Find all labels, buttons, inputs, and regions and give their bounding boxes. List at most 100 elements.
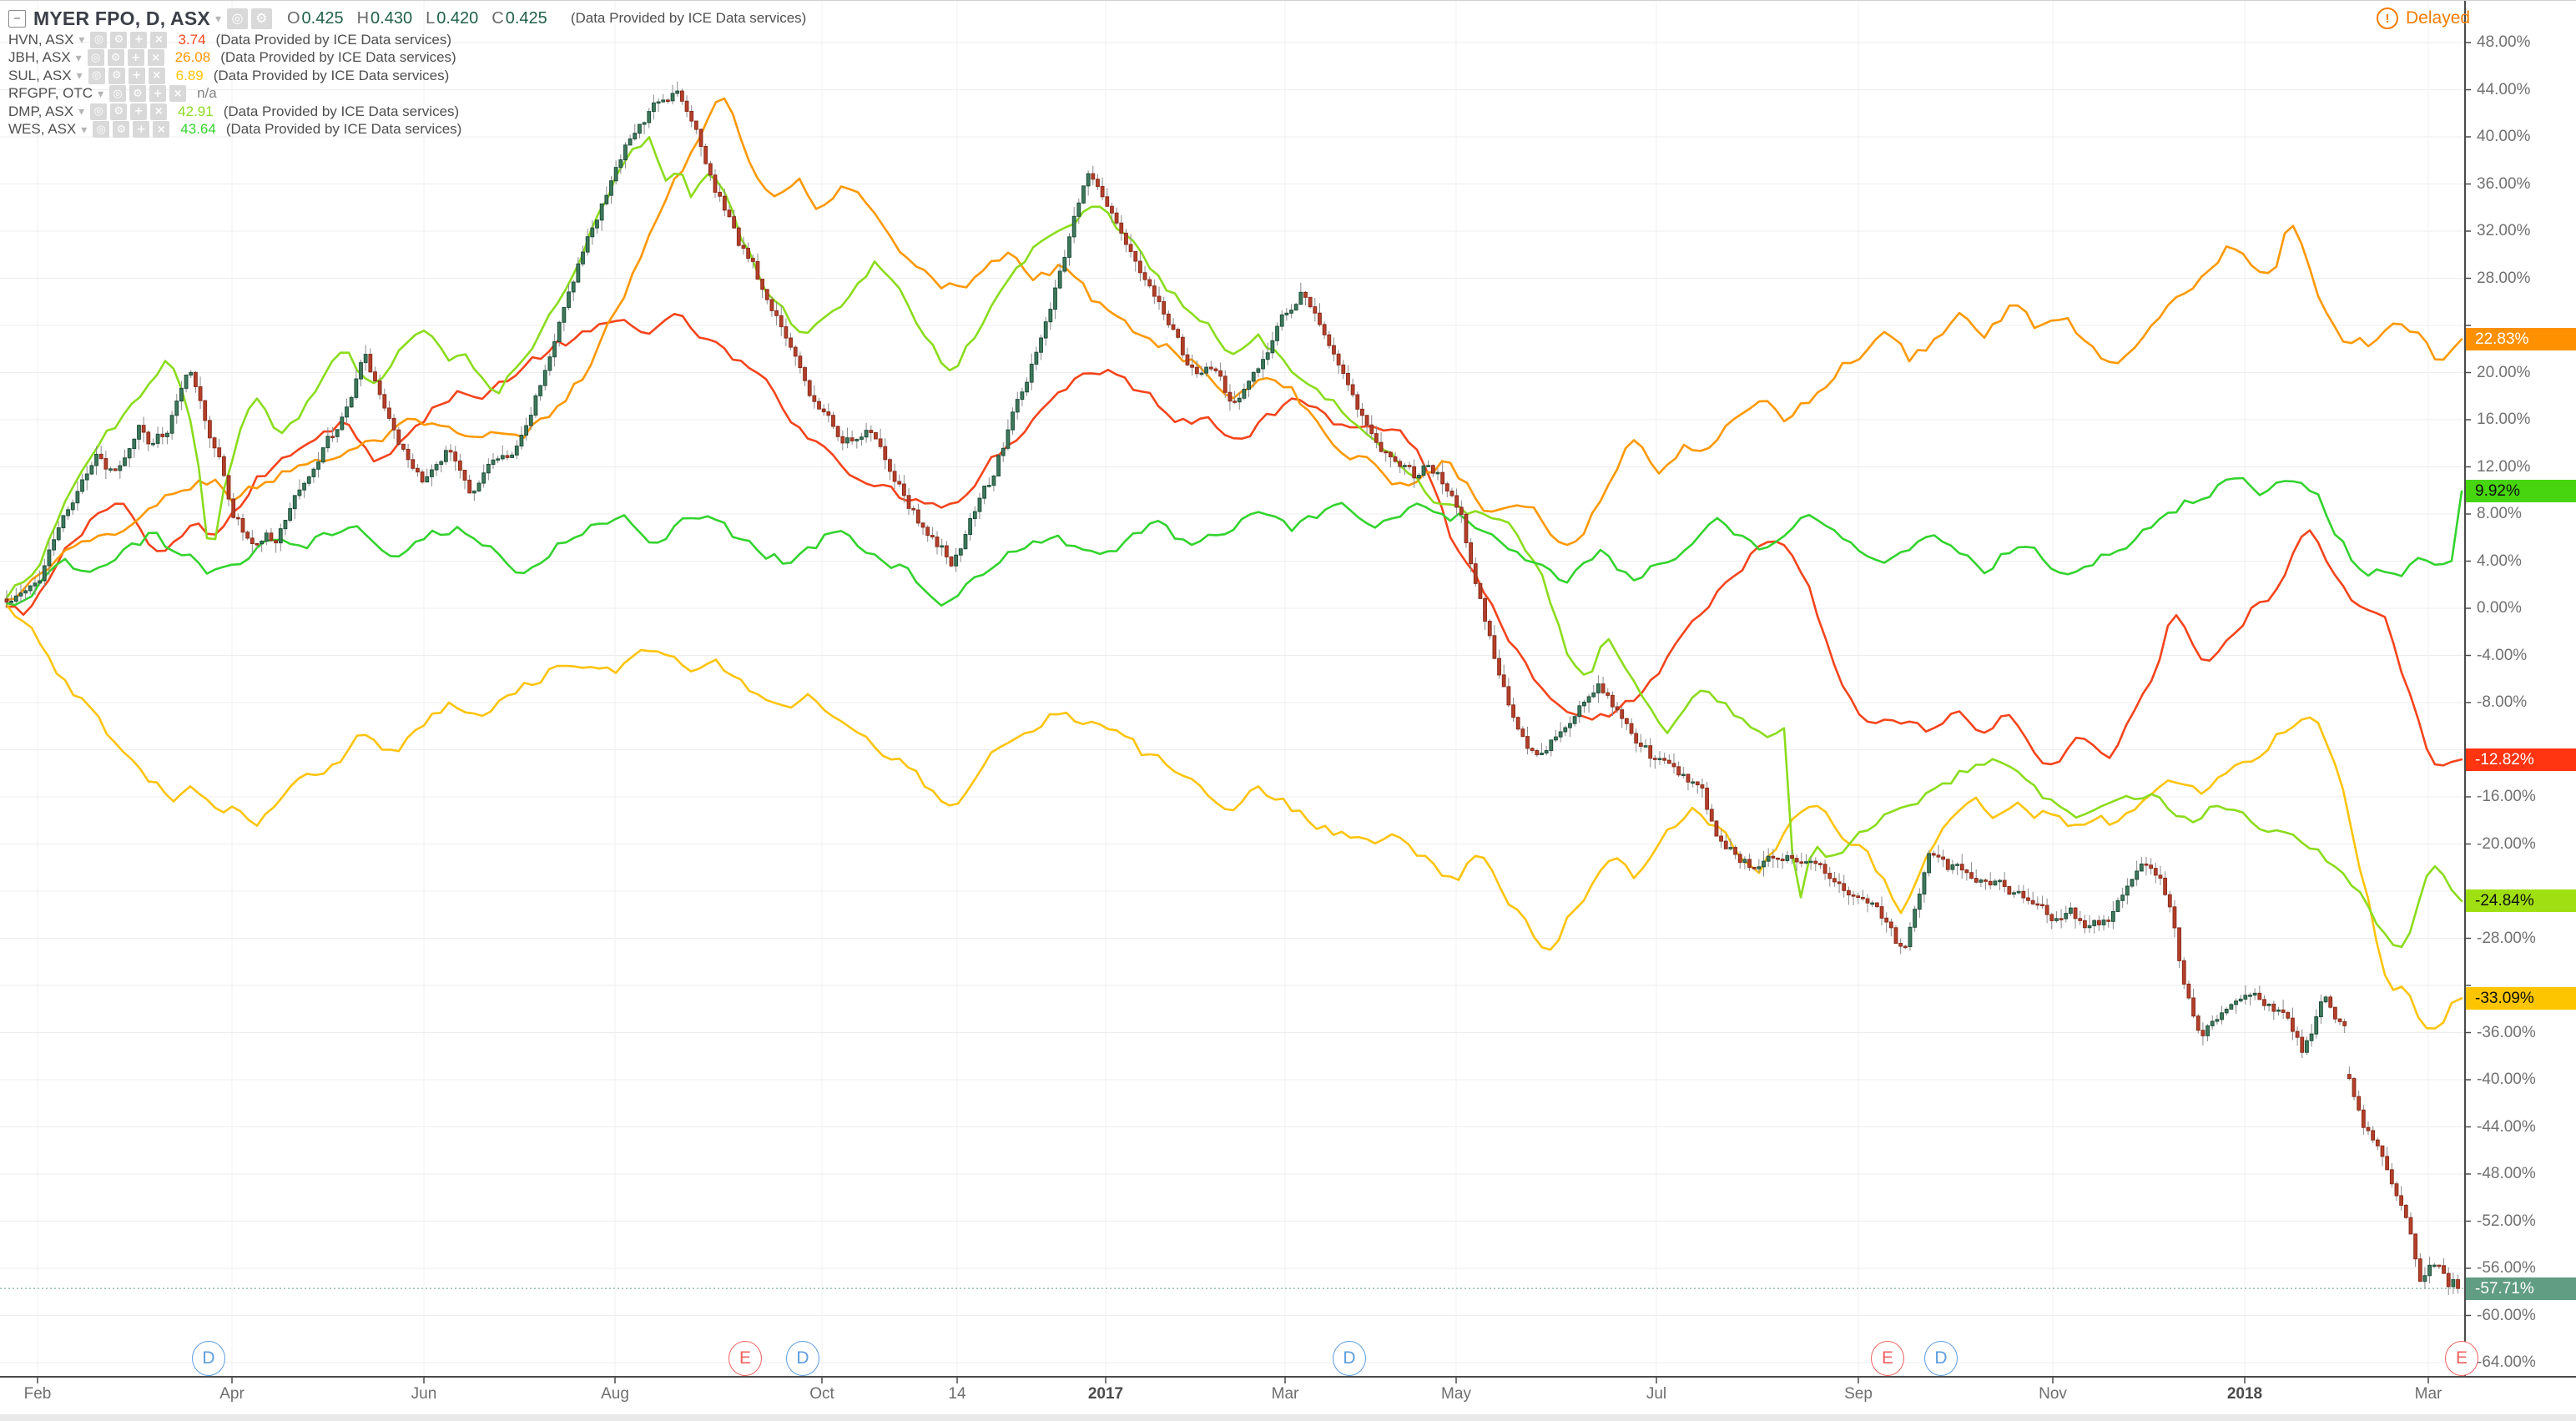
add-icon[interactable]: + <box>149 85 167 103</box>
time-tick-label: Apr <box>219 1385 244 1403</box>
price-tick-label: -8.00% <box>2477 693 2528 711</box>
price-tick-label: 20.00% <box>2477 363 2531 381</box>
delayed-label: Delayed <box>2406 8 2471 28</box>
settings-icon[interactable]: ⚙ <box>107 49 124 67</box>
earnings-marker[interactable]: E <box>728 1341 762 1376</box>
price-tick-label: -64.00% <box>2477 1353 2536 1371</box>
visibility-icon[interactable]: ◎ <box>90 103 108 120</box>
visibility-icon[interactable]: ◎ <box>93 121 110 139</box>
compare-symbol-value: n/a <box>197 85 217 102</box>
close-icon[interactable]: × <box>150 31 168 48</box>
chevron-down-icon: ▾ <box>78 33 85 47</box>
visibility-icon[interactable]: ◎ <box>226 8 248 29</box>
ohlc-low-label: L <box>426 8 436 28</box>
settings-icon[interactable]: ⚙ <box>110 31 128 48</box>
delayed-badge[interactable]: ! Delayed <box>2377 8 2470 29</box>
bottom-strip <box>0 1414 2576 1421</box>
settings-icon[interactable]: ⚙ <box>113 121 130 139</box>
add-icon[interactable]: + <box>128 67 145 84</box>
chart-legend: − MYER FPO, D, ASX ▾ ◎ ⚙ O 0.425 H 0.430 L 0.… <box>8 6 806 139</box>
price-tick-label: -48.00% <box>2477 1165 2536 1182</box>
dividend-marker[interactable]: D <box>786 1341 819 1376</box>
chevron-down-icon: ▾ <box>214 11 221 25</box>
data-provider-note: (Data Provided by ICE Data services) <box>223 103 460 119</box>
time-tick-label: 2017 <box>1087 1385 1124 1403</box>
time-tick-label: Mar <box>1271 1385 1299 1403</box>
compare-symbol-name[interactable]: HVN, ASX <box>8 31 74 48</box>
time-tick-label: Nov <box>2039 1385 2067 1403</box>
time-tick-label: 2018 <box>2226 1385 2263 1403</box>
price-tick-label: 4.00% <box>2477 552 2522 570</box>
add-icon[interactable]: + <box>127 49 144 67</box>
data-provider-note: (Data Provided by ICE Data services) <box>215 31 452 48</box>
ohlc-open-label: O <box>286 8 300 28</box>
add-icon[interactable]: + <box>130 31 148 48</box>
compare-symbol-name[interactable]: WES, ASX <box>8 121 77 138</box>
price-tick-label: -4.00% <box>2477 646 2528 664</box>
ohlc-close-label: C <box>492 8 504 28</box>
time-tick-label: Aug <box>601 1385 629 1403</box>
settings-icon[interactable]: ⚙ <box>108 67 125 84</box>
compare-symbol-value: 42.91 <box>178 103 214 119</box>
earnings-marker[interactable]: E <box>2445 1341 2478 1376</box>
compare-symbol-row: WES, ASX ▾ ◎ ⚙ + × 43.64 (Data Provided … <box>8 121 806 139</box>
price-tick-label: 36.00% <box>2477 174 2531 193</box>
visibility-icon[interactable]: ◎ <box>88 67 105 84</box>
dividend-marker[interactable]: D <box>1924 1341 1958 1376</box>
dividend-marker[interactable]: D <box>1333 1341 1366 1376</box>
price-tick-label: -60.00% <box>2477 1306 2536 1324</box>
close-icon[interactable]: × <box>148 67 165 84</box>
ohlc-high-value: 0.430 <box>371 8 413 28</box>
data-provider-note: (Data Provided by ICE Data services) <box>570 10 807 26</box>
chevron-down-icon: ▾ <box>75 50 82 64</box>
chevron-down-icon: ▾ <box>81 122 88 136</box>
data-provider-note: (Data Provided by ICE Data services) <box>213 67 450 83</box>
compare-symbol-name[interactable]: JBH, ASX <box>8 49 71 66</box>
ohlc-open-value: 0.425 <box>301 8 344 28</box>
add-icon[interactable]: + <box>130 103 148 120</box>
compare-symbol-value: 3.74 <box>178 31 206 48</box>
price-badge: -24.84% <box>2466 889 2576 913</box>
earnings-marker[interactable]: E <box>1871 1341 1904 1376</box>
price-tick-label: 28.00% <box>2477 269 2531 287</box>
compare-symbol-name[interactable]: SUL, ASX <box>8 67 72 83</box>
add-icon[interactable]: + <box>133 121 150 139</box>
data-provider-note: (Data Provided by ICE Data services) <box>225 121 462 138</box>
close-icon[interactable]: × <box>169 85 187 103</box>
dividend-marker[interactable]: D <box>192 1341 225 1376</box>
price-tick-label: 8.00% <box>2477 505 2522 522</box>
settings-icon[interactable]: ⚙ <box>129 85 147 103</box>
close-icon[interactable]: × <box>153 121 170 139</box>
collapse-legend-icon[interactable]: − <box>8 9 26 28</box>
close-icon[interactable]: × <box>147 49 164 67</box>
price-badge: 22.83% <box>2466 328 2576 351</box>
visibility-icon[interactable]: ◎ <box>87 49 104 67</box>
price-tick-label: 16.00% <box>2477 411 2531 428</box>
price-tick-label: 12.00% <box>2477 457 2531 476</box>
price-tick-label: 40.00% <box>2477 128 2531 145</box>
compare-symbol-name[interactable]: RFGPF, OTC <box>8 85 93 102</box>
time-tick-label: Jun <box>411 1385 437 1403</box>
visibility-icon[interactable]: ◎ <box>90 31 108 48</box>
price-tick-label: -36.00% <box>2477 1023 2536 1041</box>
compare-symbol-row: DMP, ASX ▾ ◎ ⚙ + × 42.91 (Data Provided … <box>8 103 806 121</box>
settings-icon[interactable]: ⚙ <box>250 8 272 29</box>
chevron-down-icon: ▾ <box>78 104 85 118</box>
compare-symbol-value: 26.08 <box>174 49 211 66</box>
compare-symbol-list: HVN, ASX ▾ ◎ ⚙ + × 3.74 (Data Provided b… <box>8 31 806 139</box>
price-tick-label: -16.00% <box>2477 788 2536 805</box>
price-tick-label: -20.00% <box>2477 834 2536 853</box>
symbol-title[interactable]: MYER FPO, D, ASX <box>33 7 210 29</box>
close-icon[interactable]: × <box>150 103 168 120</box>
time-tick-label: 14 <box>948 1385 966 1403</box>
visibility-icon[interactable]: ◎ <box>109 85 127 103</box>
time-tick-label: May <box>1441 1385 1471 1403</box>
compare-symbol-name[interactable]: DMP, ASX <box>8 103 74 119</box>
alert-icon: ! <box>2377 8 2398 29</box>
price-tick-label: 32.00% <box>2477 222 2531 239</box>
time-tick-label: Oct <box>809 1385 834 1403</box>
settings-icon[interactable]: ⚙ <box>110 103 128 120</box>
compare-symbol-value: 43.64 <box>180 121 216 138</box>
